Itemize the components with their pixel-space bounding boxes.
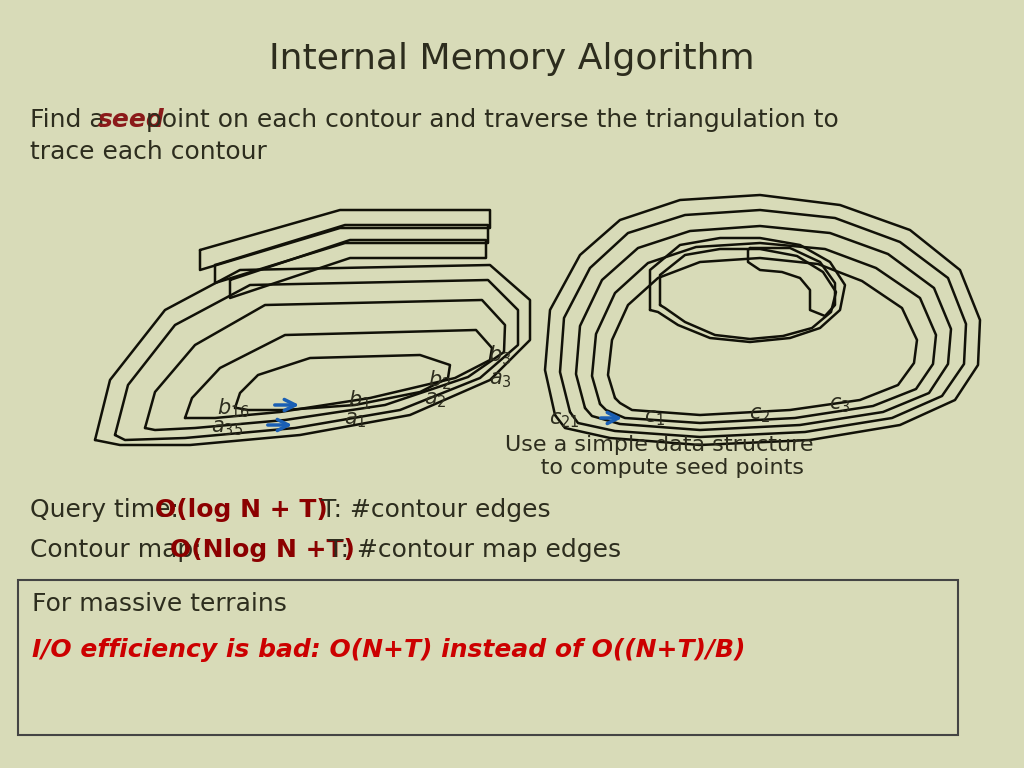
Text: seed: seed — [98, 108, 165, 132]
Text: Internal Memory Algorithm: Internal Memory Algorithm — [269, 42, 755, 76]
Text: $a_{35}$: $a_{35}$ — [211, 418, 243, 438]
Bar — [18, 580, 958, 735]
Text: Contour map:: Contour map: — [30, 538, 210, 562]
Text: point on each contour and traverse the triangulation to: point on each contour and traverse the t… — [138, 108, 839, 132]
Text: Find a: Find a — [30, 108, 113, 132]
Text: Use a simple data structure
     to compute seed points: Use a simple data structure to compute s… — [505, 435, 813, 478]
Text: $b_{16}$: $b_{16}$ — [217, 396, 250, 420]
Text: $a_2$: $a_2$ — [424, 390, 446, 410]
Text: $c_3$: $c_3$ — [829, 395, 851, 415]
Text: $a_1$: $a_1$ — [344, 410, 367, 430]
Text: $c_2$: $c_2$ — [750, 405, 771, 425]
Text: Query time:: Query time: — [30, 498, 186, 522]
Text: $b_2$: $b_2$ — [428, 368, 452, 392]
Text: $c_{21}$: $c_{21}$ — [549, 410, 580, 430]
Text: trace each contour: trace each contour — [30, 140, 267, 164]
Text: T: #contour edges: T: #contour edges — [305, 498, 551, 522]
Text: For massive terrains: For massive terrains — [32, 592, 287, 616]
Text: $a_3$: $a_3$ — [488, 370, 511, 390]
Text: O(Nlog N +T): O(Nlog N +T) — [170, 538, 355, 562]
Text: $b_3$: $b_3$ — [488, 343, 512, 367]
Text: I/O efficiency is bad: O(N+T) instead of O((N+T)/B): I/O efficiency is bad: O(N+T) instead of… — [32, 638, 745, 662]
Text: T: #contour map edges: T: #contour map edges — [319, 538, 622, 562]
Text: $c_1$: $c_1$ — [644, 408, 666, 428]
Text: O(log N + T): O(log N + T) — [155, 498, 328, 522]
Text: $b_1$: $b_1$ — [348, 388, 372, 412]
